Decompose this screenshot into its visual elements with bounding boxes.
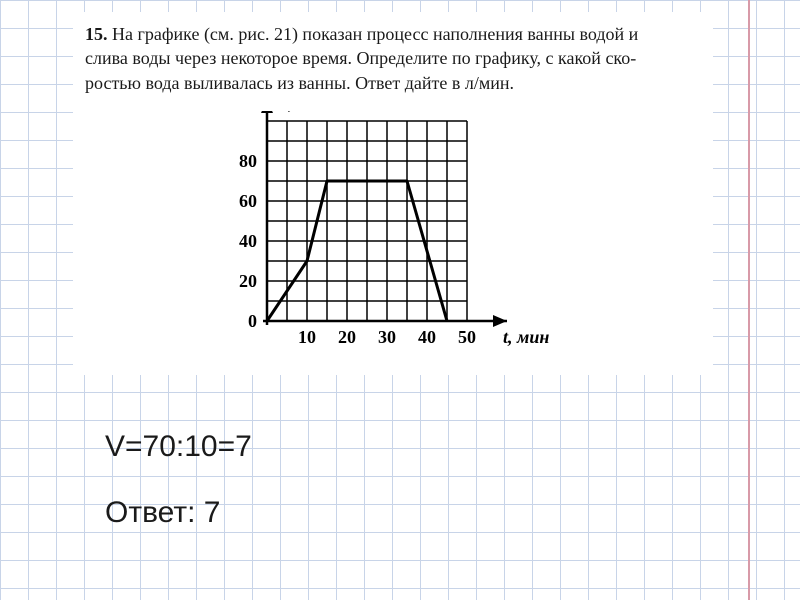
svg-text:V, л: V, л — [279, 111, 307, 113]
problem-line-1: На графике (см. рис. 21) показан процесс… — [112, 24, 638, 44]
chart-axes — [261, 111, 507, 327]
svg-text:t, мин: t, мин — [503, 327, 549, 347]
solution-calculation: V=70:10=7 — [105, 430, 252, 464]
bathtub-volume-chart: 0 20 40 60 80 10 20 30 40 50 V, л t, мин — [195, 111, 575, 356]
svg-text:50: 50 — [458, 327, 476, 347]
problem-text: 15. На графике (см. рис. 21) показан про… — [85, 22, 701, 95]
notebook-margin-line — [748, 0, 750, 600]
answer-label: Ответ: — [105, 496, 195, 529]
chart-container: 0 20 40 60 80 10 20 30 40 50 V, л t, мин — [195, 111, 701, 361]
answer-value: 7 — [204, 496, 221, 529]
problem-card: 15. На графике (см. рис. 21) показан про… — [73, 12, 713, 375]
chart-axis-labels: V, л t, мин — [279, 111, 549, 347]
svg-text:40: 40 — [239, 231, 257, 251]
svg-text:0: 0 — [248, 311, 257, 331]
svg-text:60: 60 — [239, 191, 257, 211]
svg-text:80: 80 — [239, 151, 257, 171]
svg-text:10: 10 — [298, 327, 316, 347]
svg-text:20: 20 — [338, 327, 356, 347]
svg-text:20: 20 — [239, 271, 257, 291]
problem-number: 15. — [85, 24, 108, 44]
solution-answer: Ответ: 7 — [105, 496, 220, 530]
svg-text:40: 40 — [418, 327, 436, 347]
chart-series-line — [267, 181, 447, 321]
problem-line-3: ростью вода выливалась из ванны. Ответ д… — [85, 73, 514, 93]
problem-line-2: слива воды через некоторое время. Опреде… — [85, 48, 636, 68]
svg-text:30: 30 — [378, 327, 396, 347]
